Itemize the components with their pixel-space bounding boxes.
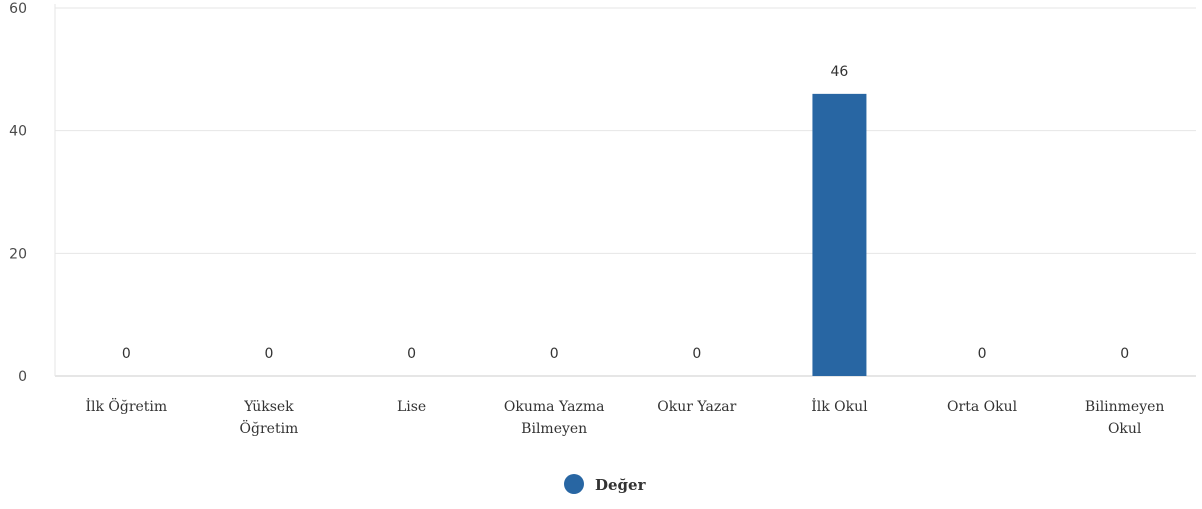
data-labels: 0 0 0 0 0 46 0 0 xyxy=(122,64,1129,362)
y-tick-label: 60 xyxy=(9,1,27,17)
bar[interactable] xyxy=(812,93,867,376)
x-tick-label: İlk Öğretim xyxy=(85,397,167,415)
data-label: 46 xyxy=(831,64,849,80)
data-label: 0 xyxy=(550,346,559,362)
x-axis-ticks: İlk Öğretim Yüksek Öğretim Lise Okuma Yazma B… xyxy=(85,397,1164,437)
data-label: 0 xyxy=(978,346,987,362)
x-tick-label: Yüksek Öğretim xyxy=(240,399,299,437)
y-axis-ticks: 0 20 40 60 xyxy=(9,1,27,385)
data-label: 0 xyxy=(1120,346,1129,362)
y-tick-label: 0 xyxy=(18,369,27,385)
data-label: 0 xyxy=(692,346,701,362)
x-tick-label: Okuma Yazma Bilmeyen xyxy=(504,399,605,437)
y-tick-label: 40 xyxy=(9,124,27,140)
data-label: 0 xyxy=(264,346,273,362)
x-tick-label: İlk Okul xyxy=(811,397,868,415)
data-label: 0 xyxy=(122,346,131,362)
y-tick-label: 20 xyxy=(9,246,27,262)
x-tick-label: Okur Yazar xyxy=(657,399,736,415)
x-tick-label: Orta Okul xyxy=(947,399,1018,415)
x-tick-label: Bilinmeyen Okul xyxy=(1085,399,1165,437)
legend[interactable]: Değer xyxy=(564,474,647,494)
bars xyxy=(812,93,867,376)
x-tick-label: Lise xyxy=(397,399,426,415)
legend-label: Değer xyxy=(595,476,647,494)
legend-marker-icon xyxy=(564,474,584,494)
data-label: 0 xyxy=(407,346,416,362)
gridlines xyxy=(54,4,1196,377)
